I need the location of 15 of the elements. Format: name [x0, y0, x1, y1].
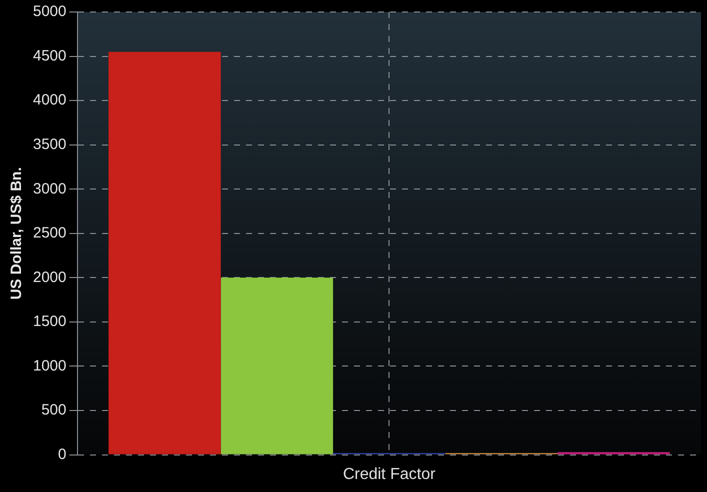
y-tick-label: 4000 — [32, 92, 66, 109]
y-tick-label: 1000 — [32, 357, 66, 374]
y-tick-label: 5000 — [32, 3, 66, 20]
y-tick-label: 2500 — [32, 224, 66, 242]
y-tick-label: 0 — [58, 446, 66, 463]
x-tick-label: Credit Factor — [342, 466, 436, 483]
bar — [220, 278, 334, 454]
bar — [108, 52, 221, 454]
y-tick-label: 2000 — [32, 268, 66, 286]
y-axis-title: US Dollar, US$ Bn. — [8, 167, 26, 300]
y-tick-label: 4500 — [32, 47, 66, 64]
y-tick-label: 3500 — [32, 136, 66, 153]
y-tick-label: 500 — [41, 402, 66, 419]
y-tick-label: 1500 — [32, 313, 66, 330]
y-tick-label: 3000 — [32, 180, 66, 198]
